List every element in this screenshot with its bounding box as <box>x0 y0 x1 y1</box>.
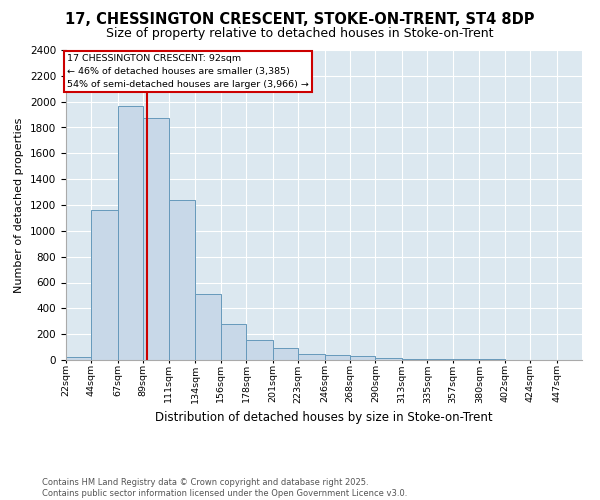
Y-axis label: Number of detached properties: Number of detached properties <box>14 118 25 292</box>
Text: 17 CHESSINGTON CRESCENT: 92sqm
← 46% of detached houses are smaller (3,385)
54% : 17 CHESSINGTON CRESCENT: 92sqm ← 46% of … <box>67 54 309 90</box>
Text: Contains HM Land Registry data © Crown copyright and database right 2025.
Contai: Contains HM Land Registry data © Crown c… <box>42 478 407 498</box>
Bar <box>453 359 479 360</box>
Bar <box>402 358 427 360</box>
Bar <box>325 356 350 360</box>
Bar <box>66 357 91 360</box>
Bar <box>350 356 376 360</box>
Bar <box>221 324 246 360</box>
Bar <box>427 358 453 360</box>
Bar <box>169 200 195 360</box>
Text: Size of property relative to detached houses in Stoke-on-Trent: Size of property relative to detached ho… <box>106 28 494 40</box>
Bar <box>246 340 272 360</box>
Bar <box>272 348 298 360</box>
Bar <box>91 210 118 360</box>
Bar <box>118 106 143 360</box>
Bar <box>376 358 402 360</box>
X-axis label: Distribution of detached houses by size in Stoke-on-Trent: Distribution of detached houses by size … <box>155 411 493 424</box>
Bar <box>143 118 169 360</box>
Text: 17, CHESSINGTON CRESCENT, STOKE-ON-TRENT, ST4 8DP: 17, CHESSINGTON CRESCENT, STOKE-ON-TRENT… <box>65 12 535 28</box>
Bar <box>298 354 325 360</box>
Bar <box>195 294 221 360</box>
